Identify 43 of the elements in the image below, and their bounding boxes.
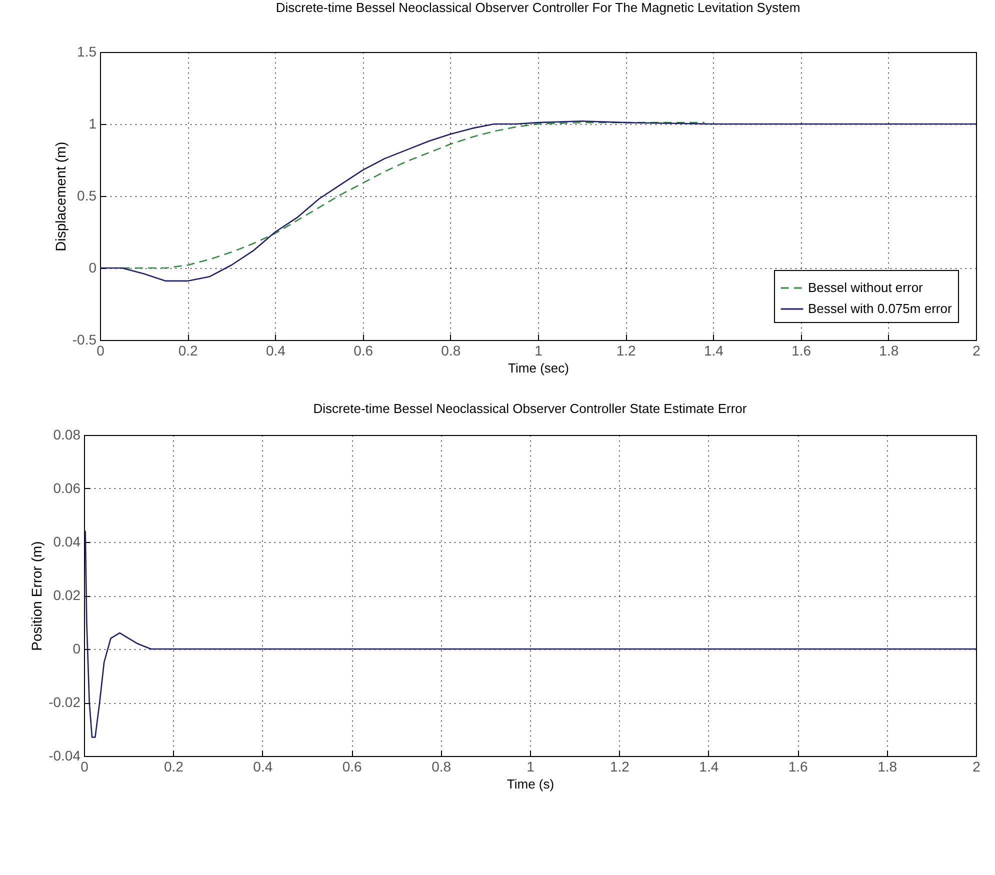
x-tick-label: 1.8 — [879, 342, 899, 358]
chart-title: Discrete-time Bessel Neoclassical Observer Controller For The Magnetic Levitation System — [276, 0, 800, 15]
x-tick-label: 1.8 — [878, 758, 898, 774]
x-tick-label: 1.2 — [610, 758, 630, 774]
y-tick-label: 0 — [72, 640, 81, 656]
x-tick-label: 2 — [972, 342, 981, 358]
line-series — [84, 530, 976, 738]
x-tick-label: 1 — [534, 342, 543, 358]
x-axis-title: Time (sec) — [508, 360, 569, 376]
y-axis-title: Position Error (m) — [28, 541, 45, 651]
y-axis-title: Displacement (m) — [52, 142, 68, 252]
y-tick-label: 0.08 — [53, 426, 81, 442]
x-tick-label: 0.8 — [432, 758, 452, 774]
y-tick-label: 0 — [88, 260, 97, 276]
chart-title: Discrete-time Bessel Neoclassical Observer Controller State Estimate Error — [313, 401, 748, 416]
y-tick-label: -0.02 — [48, 694, 81, 710]
y-tick-label: 0.06 — [53, 480, 81, 496]
x-tick-label: 0.6 — [354, 342, 374, 358]
y-tick-label: -0.04 — [48, 748, 81, 764]
y-tick-label: 0.04 — [53, 534, 81, 550]
line-series — [121, 122, 706, 269]
x-tick-label: 0.6 — [342, 758, 362, 774]
x-tick-label: 0.8 — [441, 342, 461, 358]
y-tick-label: 0.02 — [53, 587, 81, 603]
x-axis-title: Time (s) — [506, 776, 554, 792]
y-tick-label: 1.5 — [77, 44, 97, 60]
y-tick-label: 0.5 — [77, 188, 97, 204]
legend-label: Bessel without error — [808, 280, 924, 295]
legend-label: Bessel with 0.075m error — [808, 301, 952, 316]
y-tick-label: 1 — [88, 116, 97, 132]
x-tick-label: 1 — [526, 758, 535, 774]
x-tick-label: 0.4 — [253, 758, 273, 774]
x-tick-label: 1.2 — [616, 342, 636, 358]
x-tick-label: 1.6 — [792, 342, 812, 358]
x-tick-label: 0.2 — [164, 758, 184, 774]
line-series — [100, 120, 976, 282]
x-tick-label: 1.4 — [704, 342, 724, 358]
x-tick-label: 2 — [972, 758, 981, 774]
x-tick-label: 0.4 — [266, 342, 286, 358]
x-tick-label: 1.4 — [699, 758, 719, 774]
x-tick-label: 1.6 — [788, 758, 808, 774]
y-tick-label: -0.5 — [72, 332, 97, 348]
x-tick-label: 0.2 — [178, 342, 198, 358]
